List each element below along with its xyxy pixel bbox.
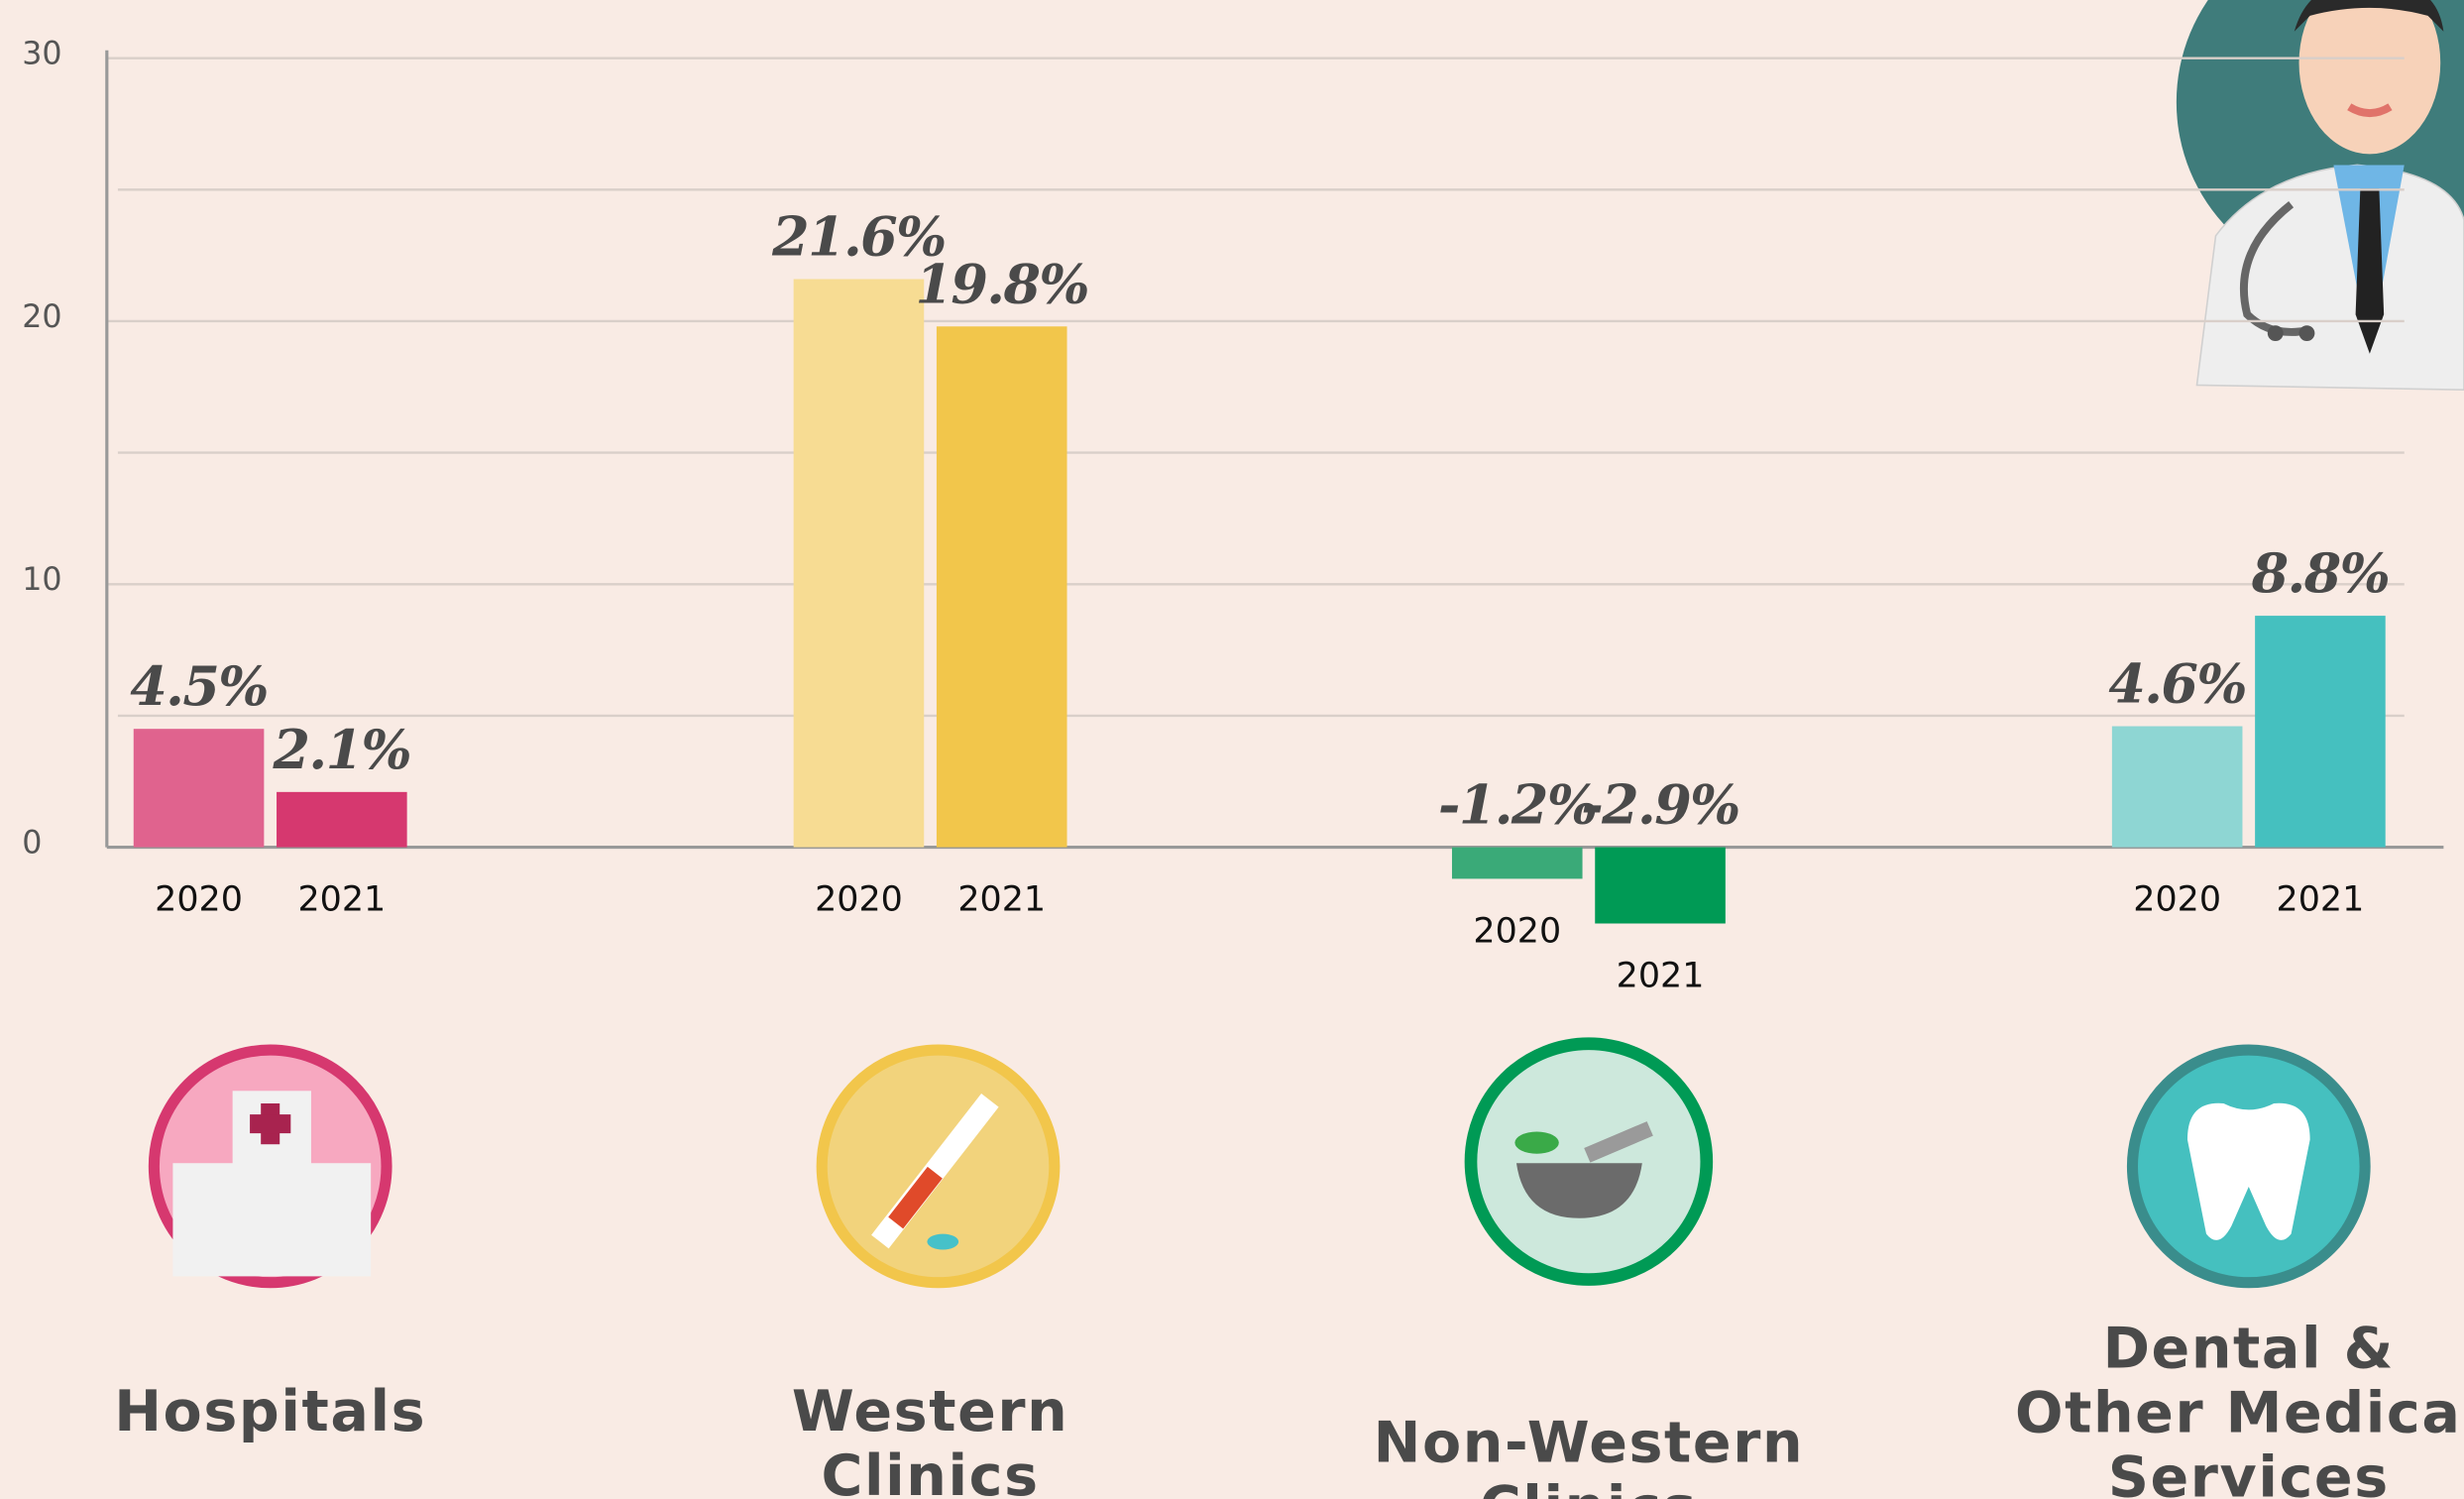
series-label: 2020 [1473,911,1561,951]
value-label: 4.6% [2108,652,2246,716]
y-tick-label: 30 [22,36,61,71]
category-label: Non-Western Clinics [1259,1412,1919,1499]
bar [277,792,407,848]
value-label: 4.5% [130,654,268,718]
bar [2255,616,2386,847]
series-label: 2020 [2133,879,2221,919]
syringe-icon [822,1050,1055,1283]
page: 01020304.5%20202.1%202121.6%202019.8%202… [0,0,2464,1499]
category-label: Dental & Other Medical Services [2013,1318,2464,1499]
mortar-icon [1471,1044,1707,1280]
series-label: 2020 [155,879,243,919]
series-label: 2021 [297,879,386,919]
series-label: 2021 [957,879,1046,919]
series-label: 2021 [2277,879,2365,919]
y-tick-label: 20 [22,299,61,335]
bar [1595,848,1726,924]
value-label: -1.2% [1438,773,1597,837]
bar [937,326,1067,847]
category-label: Hospitals [35,1380,506,1444]
hospital-icon [154,1050,387,1283]
value-label: -2.9% [1581,773,1739,837]
bar [134,729,265,847]
value-label: 8.8% [2251,541,2390,605]
infographic: 01020304.5%20202.1%202121.6%202019.8%202… [0,0,2464,1499]
y-tick-label: 10 [22,562,61,598]
series-label: 2021 [1617,956,1705,995]
value-label: 19.8% [915,252,1088,315]
bar [794,280,925,848]
y-tick-label: 0 [22,825,42,861]
value-label: 2.1% [273,718,411,781]
bar [2112,727,2243,848]
bar [1452,848,1583,879]
chart: 01020304.5%20202.1%202121.6%202019.8%202… [0,0,2464,1499]
category-label: Western Clinics [695,1380,1167,1499]
tooth-icon [2132,1050,2365,1283]
series-label: 2020 [815,879,903,919]
